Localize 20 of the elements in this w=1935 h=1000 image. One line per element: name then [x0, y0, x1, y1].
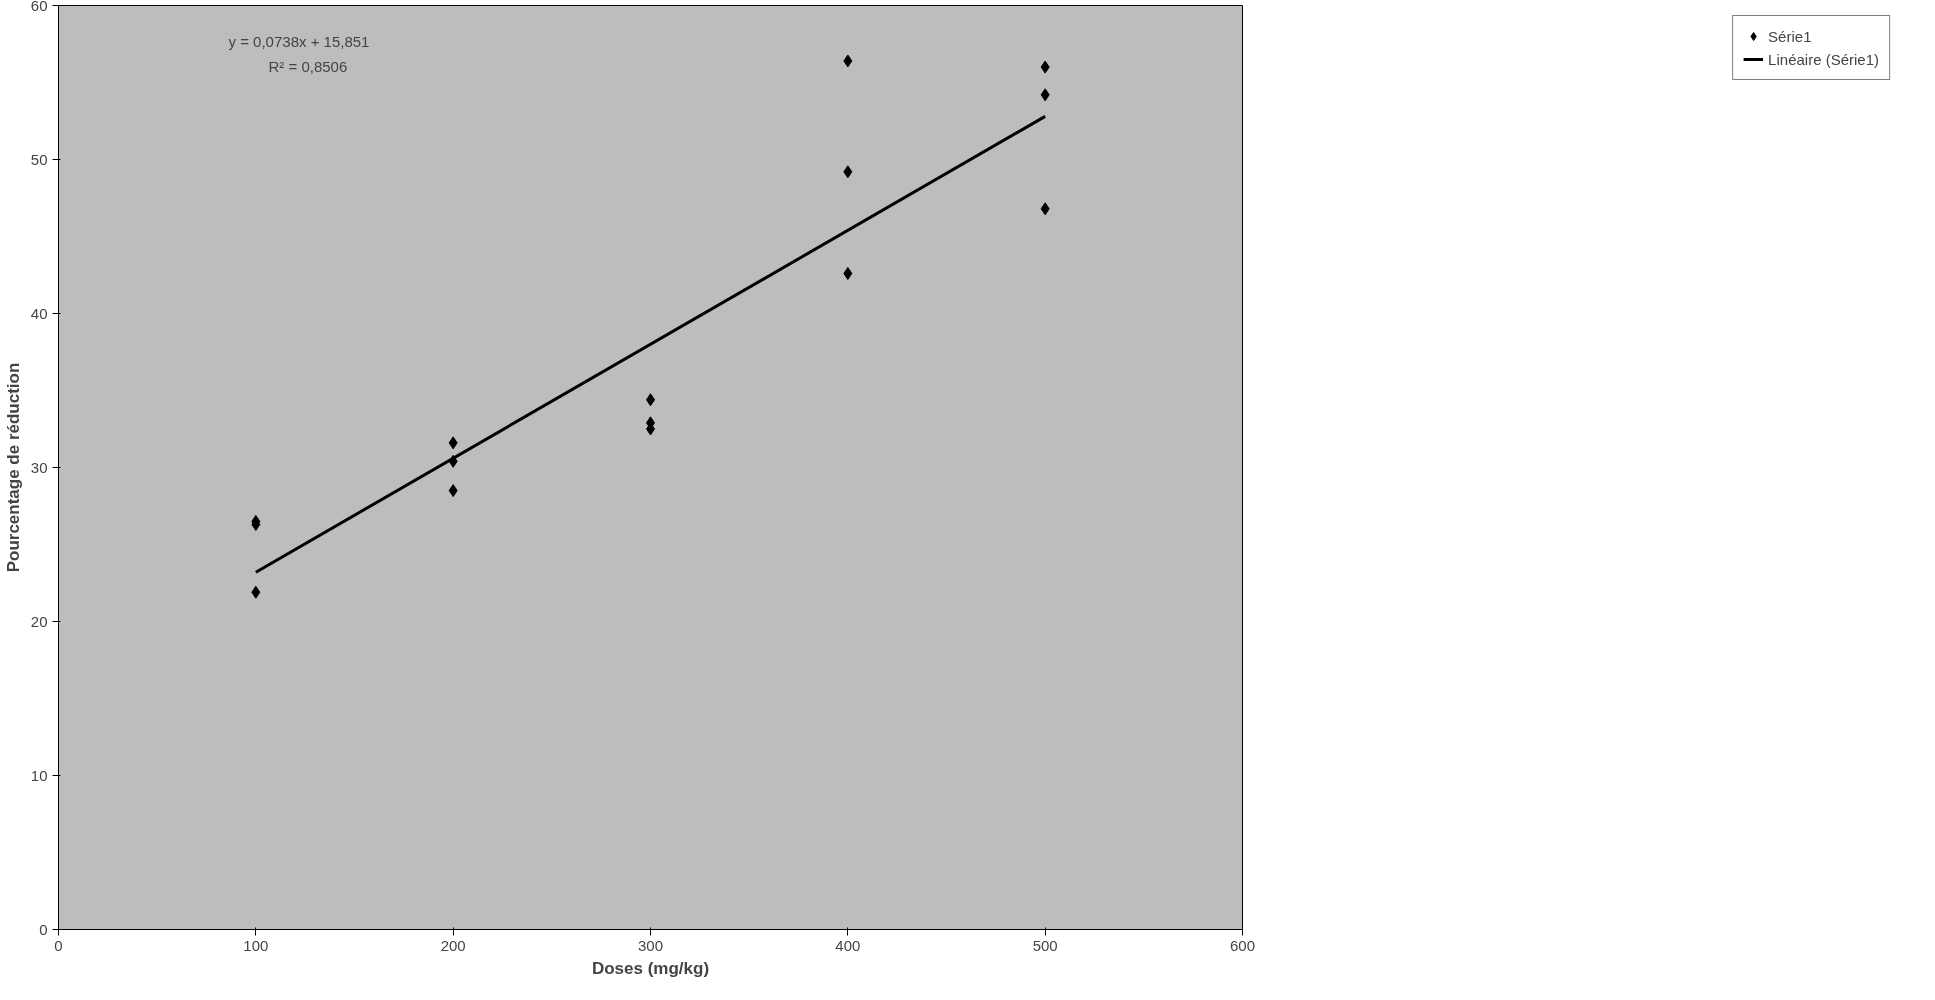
- annotation: y = 0,0738x + 15,851: [228, 32, 370, 50]
- x-tick-label: 100: [243, 936, 269, 954]
- y-tick-label: 20: [30, 612, 48, 630]
- y-axis-title: Pourcentage de réduction: [3, 362, 23, 573]
- y-tick-label: 0: [39, 920, 48, 938]
- annotation: R² = 0,8506: [268, 57, 348, 75]
- y-tick-label: 30: [30, 458, 48, 476]
- x-axis-title: Doses (mg/kg): [591, 958, 710, 978]
- y-tick-label: 10: [30, 766, 48, 784]
- legend-label: Série1: [1768, 27, 1812, 45]
- x-tick-label: 0: [54, 936, 63, 954]
- y-tick-label: 40: [30, 304, 48, 322]
- x-tick-label: 600: [1229, 936, 1256, 954]
- x-tick-label: 200: [440, 936, 466, 954]
- y-tick-label: 60: [30, 0, 48, 14]
- legend-label: Linéaire (Série1): [1768, 50, 1879, 68]
- x-tick-label: 300: [637, 936, 664, 954]
- y-tick-label: 50: [30, 150, 48, 168]
- x-tick-label: 500: [1032, 936, 1058, 954]
- x-tick-label: 400: [835, 936, 861, 954]
